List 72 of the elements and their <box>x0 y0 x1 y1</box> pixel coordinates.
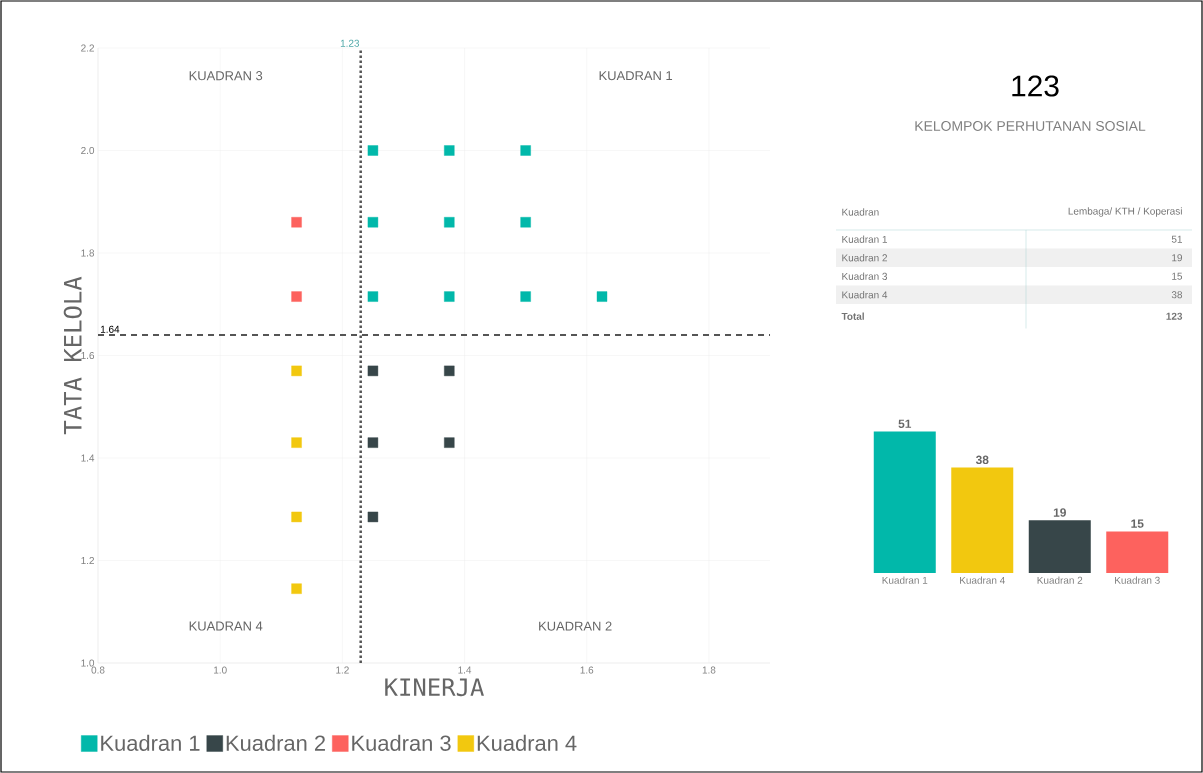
point <box>444 437 455 448</box>
category-label: Kuadran 2 <box>842 254 887 262</box>
annotation: KUADRAN 3 <box>189 71 263 81</box>
point <box>367 291 379 302</box>
x-tick-label: 1.0 <box>214 666 227 674</box>
point <box>291 511 302 523</box>
x-tick-label: Kuadran 2 <box>1037 576 1083 584</box>
x-tick-label: 0.8 <box>91 666 105 674</box>
ref-line-label: 1.23 <box>340 39 360 47</box>
x-tick-label: Kuadran 4 <box>960 576 1005 584</box>
data-label: 38 <box>1171 291 1183 299</box>
point <box>444 217 455 228</box>
point <box>291 437 302 448</box>
y-tick-label: 1.2 <box>81 557 94 564</box>
data-label: 15 <box>1172 272 1183 280</box>
point <box>291 217 302 228</box>
x-tick-label: 1.8 <box>702 666 716 674</box>
point <box>596 291 608 302</box>
annotation: KUADRAN 2 <box>539 621 612 631</box>
x-tick-label: 1.2 <box>336 666 349 674</box>
point <box>367 145 379 156</box>
text: Kuadran <box>842 208 879 216</box>
point <box>367 437 379 448</box>
bar <box>951 467 1014 573</box>
y-tick-label: 1.8 <box>81 249 95 257</box>
data-label: 51 <box>1171 235 1182 243</box>
annotation: KUADRAN 4 <box>189 621 263 631</box>
category-label: Kuadran 3 <box>842 272 888 280</box>
point <box>444 365 455 377</box>
y-tick-label: 1.4 <box>81 454 95 462</box>
x-tick-label: Kuadran 3 <box>1115 576 1160 584</box>
x-tick-label: 1.4 <box>458 666 472 674</box>
category-label: Kuadran 1 <box>842 235 887 243</box>
point <box>291 291 302 302</box>
category-label: Total <box>841 312 864 320</box>
y-tick-label: 2.2 <box>81 44 94 52</box>
point <box>367 511 379 523</box>
point <box>520 291 531 302</box>
x-tick-label: 1.6 <box>580 666 594 674</box>
data-label: 38 <box>975 455 989 465</box>
data-label: 19 <box>1053 508 1066 517</box>
x-tick-label: Kuadran 1 <box>882 576 928 584</box>
x-axis-title: KINERJA <box>385 678 484 697</box>
bar <box>1028 520 1091 573</box>
data-label: 19 <box>1172 254 1183 262</box>
y-tick-label: 2.0 <box>81 146 95 155</box>
point <box>444 291 455 302</box>
legend-label: Kuadran 3 <box>352 734 451 751</box>
y-tick-label: 1.0 <box>81 659 95 667</box>
ref-line-label: 1.64 <box>100 325 120 333</box>
point <box>520 145 531 156</box>
point <box>291 365 302 377</box>
legend-label: Kuadran 4 <box>477 734 577 751</box>
point <box>367 217 379 228</box>
text: 123 <box>1012 75 1059 97</box>
data-label: 123 <box>1166 312 1183 320</box>
annotation: KUADRAN 1 <box>599 71 673 81</box>
bar <box>873 431 936 573</box>
text: Lembaga/ KTH / Koperasi <box>1068 207 1182 217</box>
y-tick-label: 1.6 <box>81 351 95 360</box>
category-label: Kuadran 4 <box>842 291 888 299</box>
legend-label: Kuadran 1 <box>101 734 200 751</box>
y-axis-title: TATA KELOLA <box>63 276 82 435</box>
legend-label: Kuadran 2 <box>226 734 325 751</box>
point <box>444 145 455 156</box>
point <box>520 217 531 228</box>
point <box>367 365 379 377</box>
data-label: 51 <box>898 419 912 428</box>
text: KELOMPOK PERHUTANAN SOSIAL <box>915 121 1146 131</box>
point <box>291 583 302 594</box>
bar <box>1106 531 1169 573</box>
data-label: 15 <box>1131 519 1144 528</box>
